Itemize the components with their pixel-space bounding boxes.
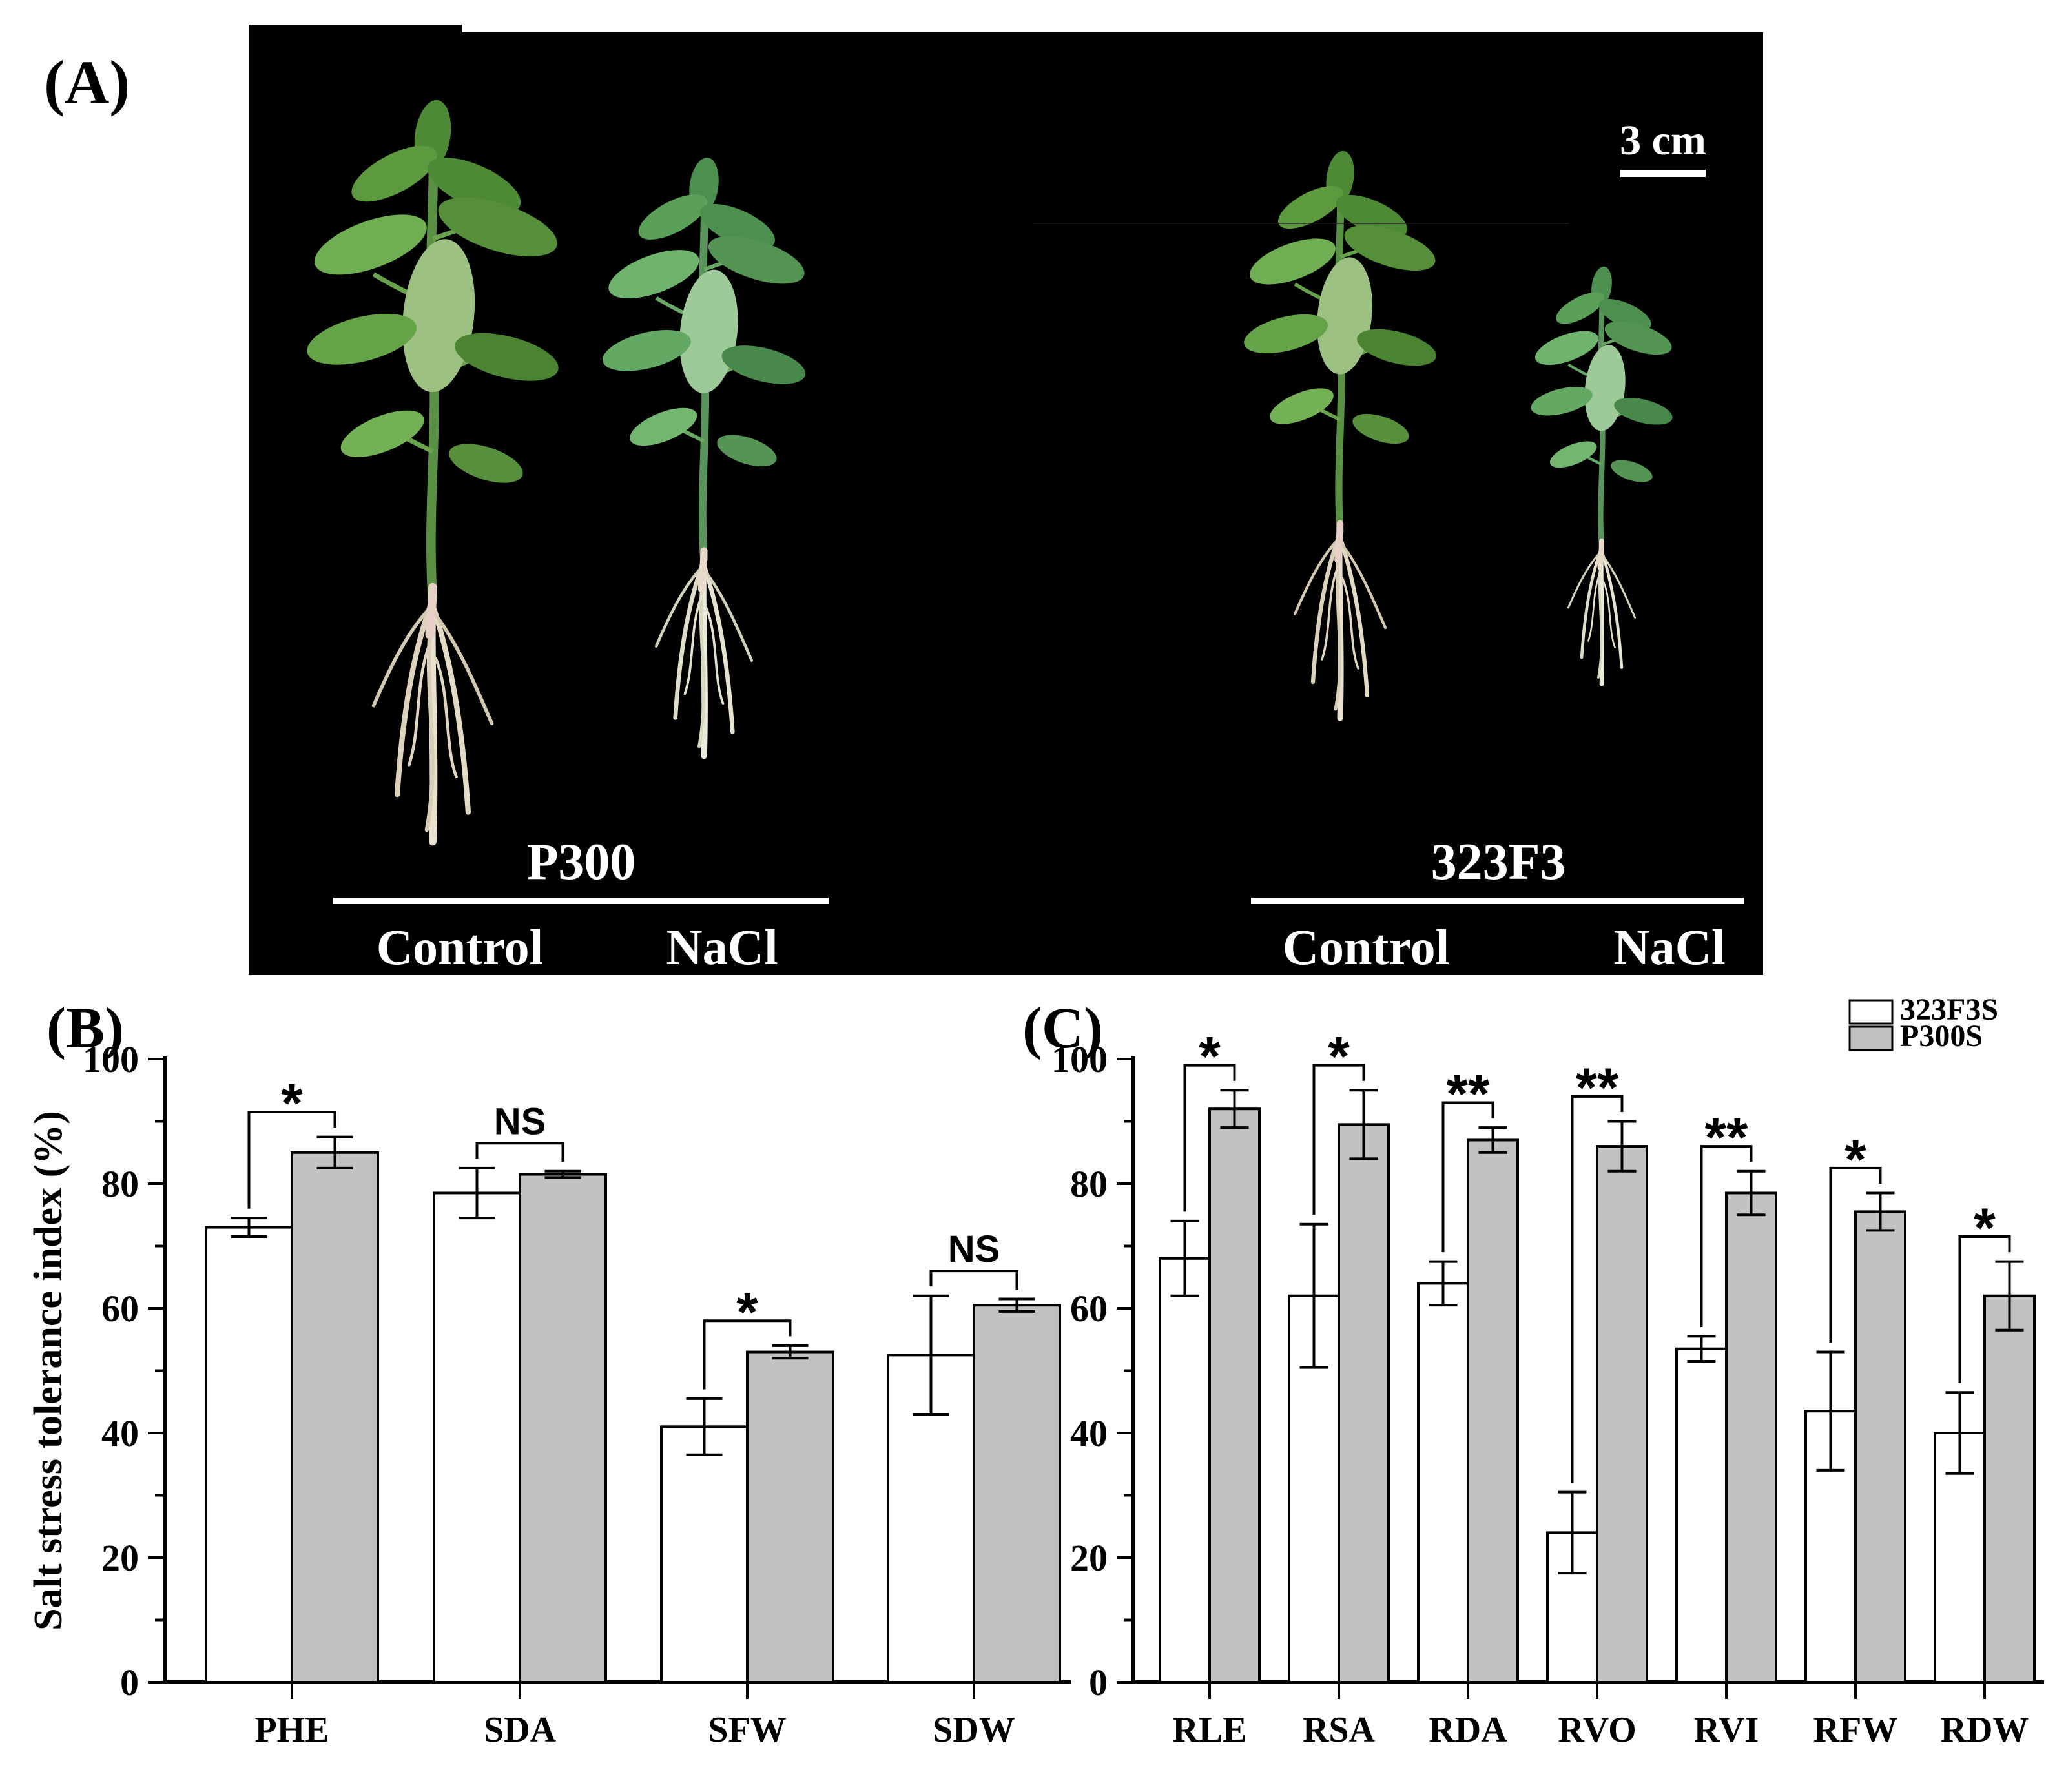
bar-p300s	[1208, 1107, 1261, 1684]
y-axis-title: Salt stress tolerance index (%)	[26, 1111, 70, 1631]
y-tick-label: 20	[1070, 1537, 1108, 1579]
photo-seam	[1033, 223, 1569, 224]
category-label: RFW	[1813, 1710, 1898, 1750]
significance-label: **	[1705, 1107, 1748, 1169]
condition-label-323f3-control: Control	[1282, 919, 1450, 975]
y-tick-label: 80	[1070, 1163, 1108, 1205]
bar-p300s	[1338, 1123, 1390, 1684]
y-tick-label: 60	[1070, 1288, 1108, 1330]
category-label: RDW	[1941, 1710, 2029, 1750]
condition-label-p300-control: Control	[376, 919, 544, 975]
bar-323f3s	[205, 1226, 293, 1684]
y-tick-label: 0	[120, 1662, 139, 1704]
bar-p300s	[1725, 1191, 1777, 1684]
bar-p300s	[973, 1304, 1061, 1684]
category-label: RDA	[1429, 1710, 1507, 1750]
significance-label: **	[1576, 1057, 1619, 1119]
legend-swatch-p300s	[1848, 1025, 1894, 1051]
chart-b: 0 20 40 60 80 100 Salt stress tolerance index …	[26, 1038, 1071, 1750]
bar-p300s	[1854, 1210, 1906, 1684]
category-label: PHE	[254, 1710, 329, 1750]
chart-c: 0 20 40 60 80 100 RLE * RSA * RDA ** RVO ** RVI ** RFW * R…	[1051, 994, 2044, 1750]
bar-323f3s	[433, 1191, 521, 1684]
legend-label: P300S	[1900, 1019, 1983, 1053]
significance-label: *	[1844, 1129, 1866, 1191]
category-label: SDA	[484, 1710, 557, 1750]
scale-bar-label: 3 cm	[1620, 117, 1706, 164]
bar-p300s	[746, 1350, 834, 1684]
significance-label: NS	[494, 1100, 546, 1142]
panel-a-label: (A)	[44, 48, 130, 117]
significance-bracket	[1441, 1101, 1494, 1253]
significance-label: *	[1974, 1197, 1996, 1259]
category-label: RVO	[1558, 1710, 1636, 1750]
significance-bracket	[703, 1319, 792, 1390]
significance-label: **	[1447, 1064, 1490, 1126]
bar-323f3s	[660, 1425, 749, 1684]
y-tick-label: 0	[1089, 1662, 1108, 1704]
category-label: SDW	[933, 1710, 1015, 1750]
y-tick-label: 60	[101, 1288, 139, 1330]
significance-bracket	[1183, 1064, 1236, 1212]
y-tick-label: 40	[1070, 1412, 1108, 1454]
significance-label: *	[736, 1281, 758, 1343]
y-tick-label: 20	[101, 1537, 139, 1579]
scale-bar	[1620, 170, 1706, 177]
y-tick-label: 100	[83, 1038, 139, 1080]
photo-panel: 3 cm P300 Control NaCl 323F3 Control NaC…	[249, 32, 1763, 975]
panel-b-label: (B)	[46, 996, 124, 1060]
legend-swatch-323f3s	[1848, 999, 1894, 1025]
plant-323f3-nacl	[1528, 265, 1676, 685]
category-label: RSA	[1303, 1710, 1376, 1750]
plant-p300-nacl	[599, 156, 810, 756]
category-label: RVI	[1694, 1710, 1759, 1750]
significance-bracket	[929, 1270, 1018, 1290]
significance-bracket	[1700, 1145, 1753, 1327]
bar-p300s	[1467, 1138, 1519, 1684]
plant-p300-control	[302, 98, 564, 841]
group-label-323f3: 323F3	[1431, 834, 1566, 891]
significance-bracket	[1829, 1166, 1882, 1343]
significance-bracket	[1312, 1064, 1365, 1215]
panel-c-label: (C)	[1022, 996, 1103, 1060]
bar-323f3s	[1159, 1257, 1211, 1684]
group-underline-p300	[333, 898, 829, 904]
group-underline-323f3	[1251, 898, 1744, 904]
bar-p300s	[291, 1151, 379, 1684]
significance-label: *	[1328, 1026, 1350, 1088]
bar-p300s	[1983, 1294, 2036, 1684]
y-tick-label: 40	[101, 1412, 139, 1454]
group-label-p300: P300	[526, 834, 636, 891]
significance-label: *	[281, 1073, 303, 1135]
significance-label: *	[1199, 1026, 1221, 1088]
significance-bracket	[1571, 1095, 1624, 1483]
significance-label: NS	[948, 1228, 1000, 1270]
significance-bracket	[475, 1142, 564, 1162]
bar-p300s	[1596, 1145, 1648, 1684]
bar-323f3s	[1417, 1282, 1469, 1684]
significance-bracket	[1958, 1235, 2011, 1383]
y-tick-label: 100	[1051, 1038, 1108, 1080]
legend-label: 323F3S	[1900, 994, 1998, 1027]
significance-bracket	[247, 1111, 336, 1209]
bar-323f3s	[1675, 1347, 1728, 1684]
condition-label-323f3-nacl: NaCl	[1613, 919, 1726, 975]
condition-label-p300-nacl: NaCl	[666, 919, 778, 975]
bar-p300s	[519, 1173, 607, 1684]
y-tick-label: 80	[101, 1163, 139, 1205]
plant-323f3-control	[1240, 149, 1440, 718]
category-label: RLE	[1172, 1710, 1246, 1750]
category-label: SFW	[708, 1710, 786, 1750]
